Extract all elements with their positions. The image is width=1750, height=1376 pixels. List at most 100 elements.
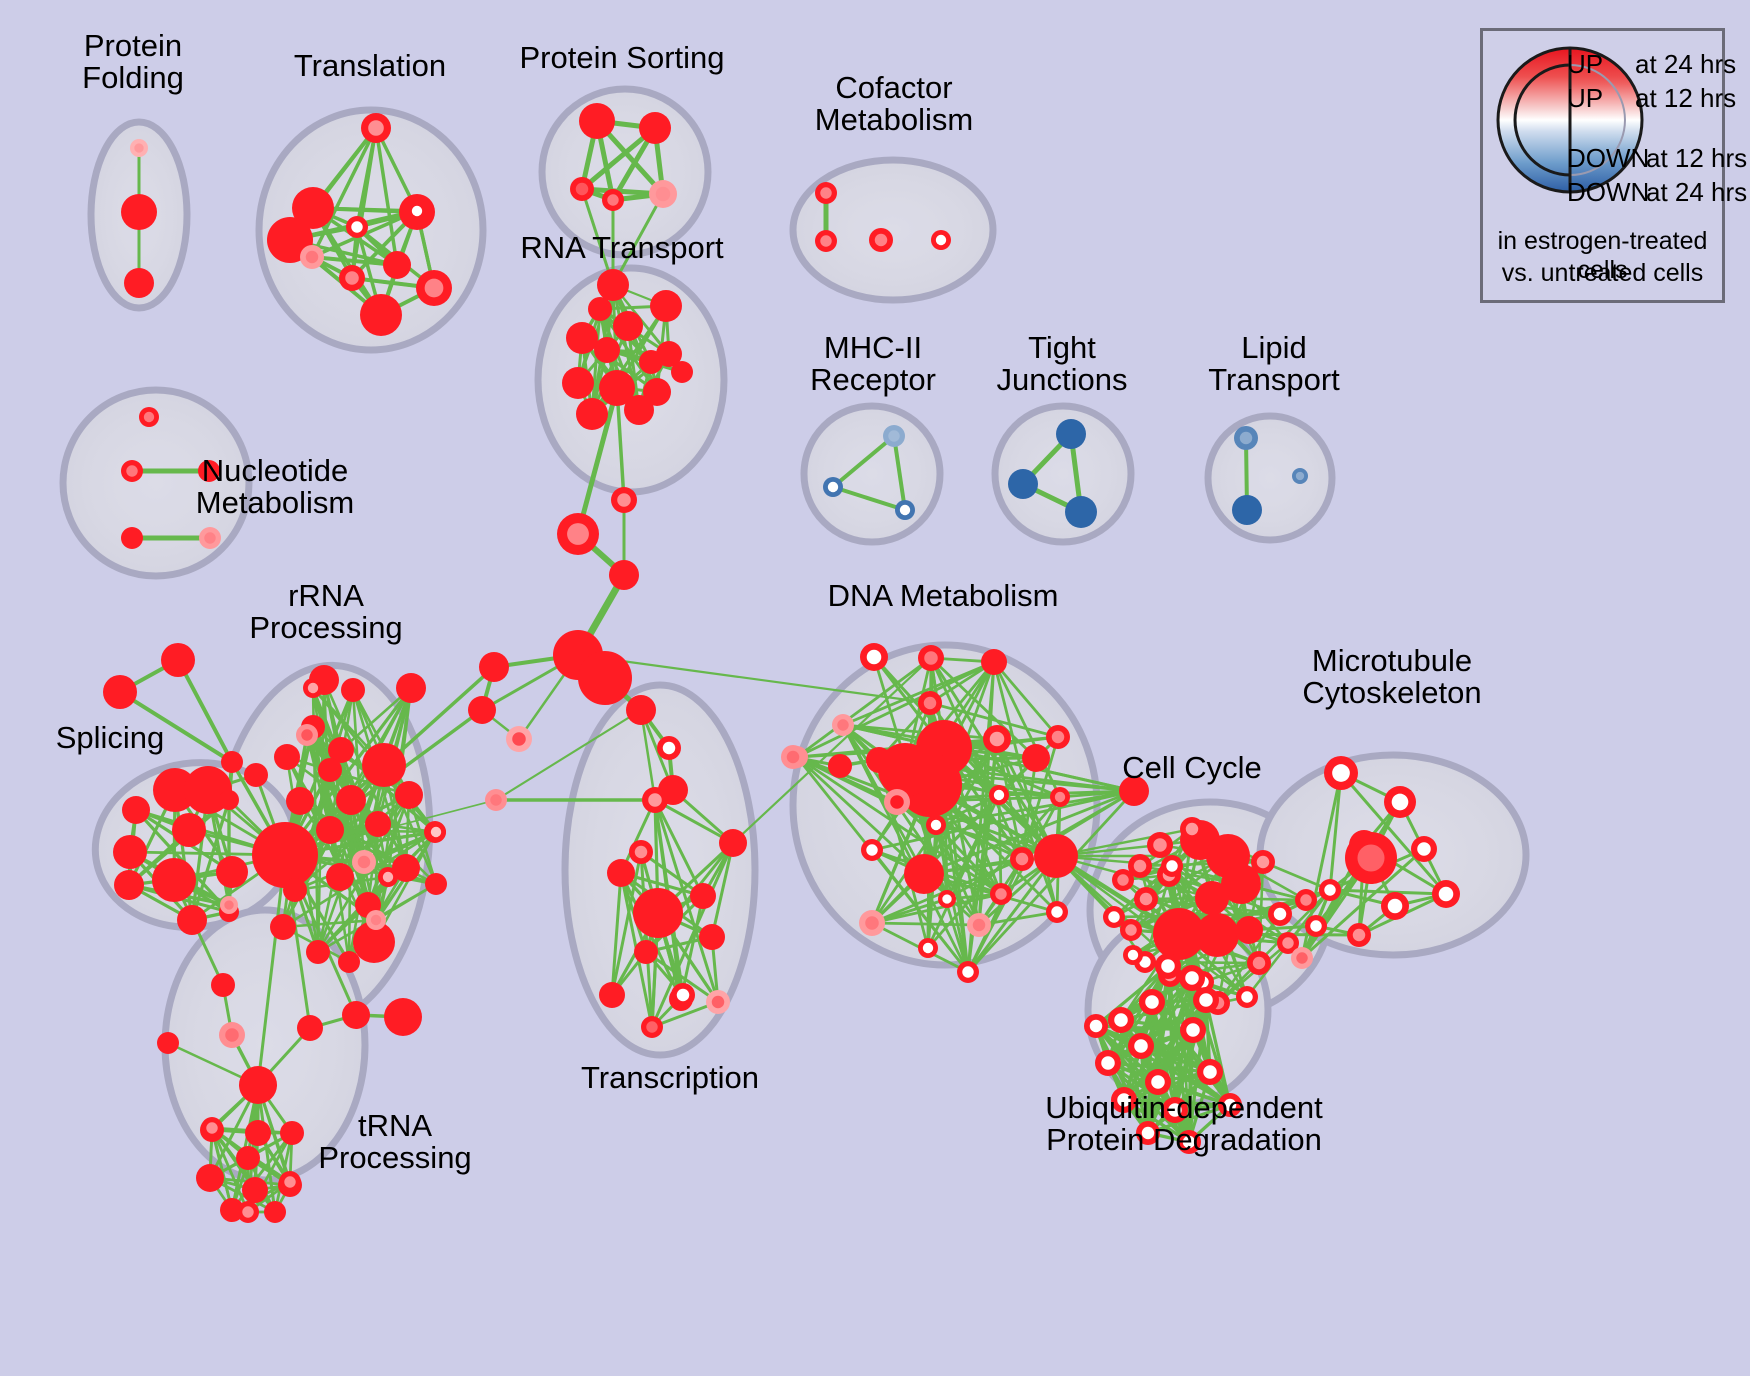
network-node[interactable]: [781, 745, 805, 769]
network-node[interactable]: [365, 811, 391, 837]
network-node[interactable]: [1197, 1059, 1223, 1085]
network-node[interactable]: [1292, 468, 1308, 484]
network-node[interactable]: [1095, 1050, 1121, 1076]
network-node[interactable]: [396, 673, 426, 703]
network-node[interactable]: [1112, 869, 1134, 891]
network-node[interactable]: [981, 649, 1007, 675]
network-node[interactable]: [395, 781, 423, 809]
network-node[interactable]: [336, 785, 366, 815]
network-node[interactable]: [1319, 879, 1341, 901]
network-node[interactable]: [316, 816, 344, 844]
network-node[interactable]: [121, 527, 143, 549]
network-node[interactable]: [361, 113, 391, 143]
network-node[interactable]: [479, 652, 509, 682]
network-node[interactable]: [1010, 847, 1034, 871]
network-node[interactable]: [1136, 1121, 1160, 1145]
network-node[interactable]: [629, 840, 653, 864]
network-node[interactable]: [485, 789, 507, 811]
network-node[interactable]: [1128, 1033, 1154, 1059]
network-node[interactable]: [280, 1121, 304, 1145]
network-node[interactable]: [1108, 1007, 1134, 1033]
network-node[interactable]: [1056, 419, 1086, 449]
network-node[interactable]: [113, 835, 147, 869]
network-node[interactable]: [407, 201, 427, 221]
network-node[interactable]: [883, 425, 905, 447]
network-node[interactable]: [895, 500, 915, 520]
network-node[interactable]: [832, 714, 854, 736]
network-node[interactable]: [121, 460, 143, 482]
network-node[interactable]: [1295, 889, 1317, 911]
network-node[interactable]: [341, 678, 365, 702]
network-node[interactable]: [1195, 913, 1239, 957]
network-node[interactable]: [283, 878, 307, 902]
network-node[interactable]: [279, 1171, 301, 1193]
network-node[interactable]: [1236, 986, 1258, 1008]
network-node[interactable]: [103, 675, 137, 709]
network-node[interactable]: [342, 1001, 370, 1029]
network-node[interactable]: [719, 829, 747, 857]
network-node[interactable]: [1134, 887, 1158, 911]
network-node[interactable]: [706, 990, 730, 1014]
network-node[interactable]: [967, 913, 991, 937]
network-node[interactable]: [828, 754, 852, 778]
network-node[interactable]: [1034, 834, 1078, 878]
network-node[interactable]: [1268, 902, 1292, 926]
network-node[interactable]: [957, 961, 979, 983]
network-node[interactable]: [177, 905, 207, 935]
network-node[interactable]: [690, 883, 716, 909]
network-node[interactable]: [815, 230, 837, 252]
network-node[interactable]: [300, 245, 324, 269]
network-node[interactable]: [384, 998, 422, 1036]
network-node[interactable]: [1291, 947, 1313, 969]
network-node[interactable]: [1411, 836, 1437, 862]
network-node[interactable]: [326, 863, 354, 891]
network-node[interactable]: [216, 856, 248, 888]
network-node[interactable]: [588, 297, 612, 321]
network-node[interactable]: [869, 228, 893, 252]
network-node[interactable]: [1234, 426, 1258, 450]
network-node[interactable]: [1180, 817, 1204, 841]
network-node[interactable]: [566, 322, 598, 354]
network-node[interactable]: [1195, 881, 1229, 915]
network-node[interactable]: [245, 1120, 271, 1146]
network-node[interactable]: [579, 103, 615, 139]
network-node[interactable]: [1232, 495, 1262, 525]
network-node[interactable]: [124, 268, 154, 298]
network-node[interactable]: [198, 460, 220, 482]
network-node[interactable]: [1384, 786, 1416, 818]
network-node[interactable]: [468, 696, 496, 724]
network-node[interactable]: [860, 643, 888, 671]
network-node[interactable]: [1120, 919, 1142, 941]
network-node[interactable]: [303, 678, 323, 698]
network-node[interactable]: [1161, 855, 1183, 877]
network-node[interactable]: [296, 724, 318, 746]
network-node[interactable]: [237, 1201, 259, 1223]
network-node[interactable]: [626, 695, 656, 725]
network-node[interactable]: [650, 290, 682, 322]
network-node[interactable]: [328, 737, 354, 763]
network-node[interactable]: [570, 177, 594, 201]
network-node[interactable]: [239, 1066, 277, 1104]
network-node[interactable]: [172, 813, 206, 847]
network-node[interactable]: [815, 182, 837, 204]
network-node[interactable]: [926, 815, 946, 835]
network-node[interactable]: [657, 736, 681, 760]
network-node[interactable]: [201, 1117, 223, 1139]
network-node[interactable]: [594, 337, 620, 363]
network-node[interactable]: [219, 790, 239, 810]
network-node[interactable]: [1119, 776, 1149, 806]
network-node[interactable]: [1347, 923, 1371, 947]
network-node[interactable]: [1145, 1069, 1171, 1095]
network-node[interactable]: [297, 1015, 323, 1041]
network-node[interactable]: [1139, 989, 1165, 1015]
network-node[interactable]: [1432, 880, 1460, 908]
network-node[interactable]: [1153, 908, 1205, 960]
network-node[interactable]: [609, 560, 639, 590]
network-node[interactable]: [286, 787, 314, 815]
network-node[interactable]: [318, 758, 342, 782]
network-node[interactable]: [1046, 901, 1068, 923]
network-node[interactable]: [866, 747, 892, 773]
network-node[interactable]: [611, 487, 637, 513]
network-node[interactable]: [196, 1164, 224, 1192]
network-node[interactable]: [211, 973, 235, 997]
